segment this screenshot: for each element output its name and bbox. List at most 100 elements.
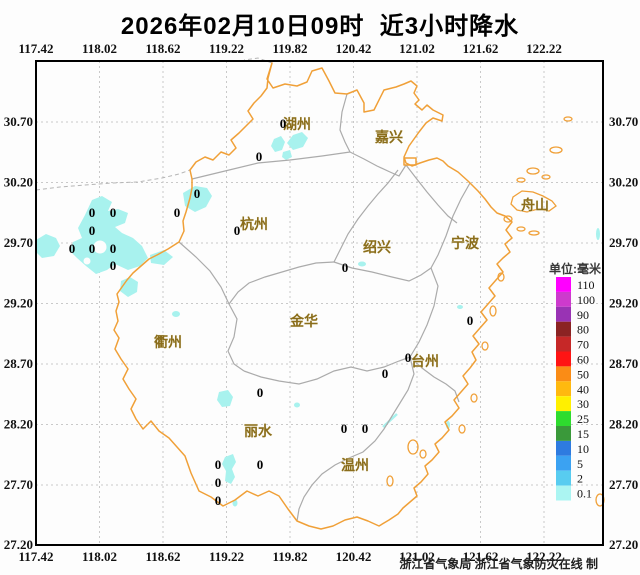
y-tick-label: 30.20 xyxy=(4,175,33,190)
station-value: 0 xyxy=(69,241,76,256)
y-tick-label: 28.20 xyxy=(4,417,33,432)
y-tick-label: 28.70 xyxy=(609,356,638,371)
station-value: 0 xyxy=(110,258,117,273)
station-value: 0 xyxy=(342,260,349,275)
x-tick-label: 120.42 xyxy=(336,549,372,564)
neighbor-borders xyxy=(35,57,273,191)
y-tick-label: 30.70 xyxy=(609,114,638,129)
island-outlines xyxy=(386,116,605,507)
legend-swatch xyxy=(556,336,571,352)
x-tick-label: 119.22 xyxy=(209,549,244,564)
x-tick-label: 118.02 xyxy=(82,549,117,564)
map-frame xyxy=(35,60,604,546)
legend-swatch xyxy=(556,470,571,486)
city-label: 温州 xyxy=(341,457,369,473)
legend-swatch xyxy=(556,426,571,441)
city-boundaries xyxy=(178,93,471,522)
station-value: 0 xyxy=(257,457,264,472)
city-labels: 湖州 嘉兴 杭州 绍兴 宁波 舟山 金华 衢州 台州 丽水 温州 xyxy=(154,116,550,474)
city-label: 宁波 xyxy=(451,235,480,251)
x-tick-label: 122.22 xyxy=(526,549,562,564)
x-tick-label: 117.42 xyxy=(18,549,53,564)
city-label: 舟山 xyxy=(521,197,549,213)
station-value: 0 xyxy=(174,205,181,220)
station-value: 0 xyxy=(382,366,389,381)
x-tick-label: 121.02 xyxy=(399,549,435,564)
legend-value: 10 xyxy=(577,442,589,456)
page-title: 2026年02月10日09时 近3小时降水 xyxy=(120,13,520,40)
y-tick-label: 29.70 xyxy=(4,235,33,250)
station-value: 0 xyxy=(234,223,241,238)
color-legend: 单位:毫米 110 100 90 80 70 60 50 40 30 xyxy=(549,261,602,501)
station-value: 0 xyxy=(362,421,369,436)
station-value: 0 xyxy=(405,350,412,365)
station-value: 0 xyxy=(110,205,117,220)
x-axis-top: 117.42 118.02 118.62 119.22 119.82 120.4… xyxy=(18,41,561,56)
station-value: 0 xyxy=(194,186,201,201)
precip-patches xyxy=(36,132,600,507)
legend-swatch xyxy=(556,277,571,292)
legend-value: 40 xyxy=(577,382,589,396)
x-tick-label: 121.02 xyxy=(399,41,435,56)
legend-value: 5 xyxy=(577,457,583,471)
station-value: 0 xyxy=(256,149,263,164)
legend-swatch xyxy=(556,440,571,456)
y-tick-label: 27.20 xyxy=(609,537,638,552)
legend-unit-label: 单位:毫米 xyxy=(549,261,602,276)
station-value: 0 xyxy=(89,205,96,220)
station-value: 0 xyxy=(89,223,96,238)
legend-value: 110 xyxy=(577,278,595,292)
city-label: 绍兴 xyxy=(363,239,391,255)
x-tick-label: 120.42 xyxy=(336,41,372,56)
city-label: 台州 xyxy=(411,353,439,369)
legend-value: 2 xyxy=(577,472,583,486)
province-boundary xyxy=(113,62,513,530)
y-tick-label: 28.70 xyxy=(4,356,33,371)
y-tick-label: 29.20 xyxy=(609,296,638,311)
city-label: 杭州 xyxy=(240,216,268,232)
legend-swatch xyxy=(556,306,571,322)
city-label: 衢州 xyxy=(154,334,182,350)
y-tick-label: 27.70 xyxy=(4,477,33,492)
legend-swatch xyxy=(556,396,571,412)
x-tick-label: 119.82 xyxy=(272,41,307,56)
x-tick-label: 121.62 xyxy=(463,549,499,564)
city-label: 丽水 xyxy=(244,423,273,439)
y-axis-left: 30.70 30.20 29.70 29.20 28.70 28.20 27.7… xyxy=(4,114,33,552)
legend-swatch xyxy=(556,366,571,382)
station-value: 0 xyxy=(215,475,222,490)
station-value: 0 xyxy=(280,116,287,131)
x-tick-label: 121.62 xyxy=(463,41,499,56)
x-tick-label: 117.42 xyxy=(18,41,53,56)
legend-value: 25 xyxy=(577,412,589,426)
legend-value: 60 xyxy=(577,353,589,367)
legend-value: 80 xyxy=(577,323,589,337)
y-tick-label: 29.70 xyxy=(609,235,638,250)
precip-patch-holes xyxy=(83,240,107,265)
city-label: 嘉兴 xyxy=(374,129,403,145)
legend-value: 90 xyxy=(577,308,589,322)
legend-value: 15 xyxy=(577,427,589,441)
legend-value: 0.1 xyxy=(577,487,592,501)
station-value: 0 xyxy=(467,313,474,328)
station-values: 0 0 0 0 0 0 0 0 0 0 0 0 0 0 0 0 0 0 0 0 … xyxy=(69,116,474,508)
station-value: 0 xyxy=(215,493,222,508)
legend-swatch xyxy=(556,411,571,426)
city-label: 金华 xyxy=(289,313,318,329)
x-tick-label: 118.62 xyxy=(145,549,180,564)
y-axis-right: 30.70 30.20 29.70 29.20 28.70 28.20 27.7… xyxy=(609,114,638,552)
x-tick-label: 122.22 xyxy=(526,41,562,56)
x-tick-label: 118.02 xyxy=(82,41,117,56)
source-attribution: 浙江省气象局 浙江省气象防灾在线 制 xyxy=(399,557,598,571)
station-value: 0 xyxy=(257,385,264,400)
legend-swatch xyxy=(556,291,571,307)
legend-value: 30 xyxy=(577,397,589,411)
station-value: 0 xyxy=(341,421,348,436)
city-label: 湖州 xyxy=(283,116,311,132)
legend-swatch xyxy=(556,455,571,471)
legend-value: 100 xyxy=(577,293,595,307)
station-value: 0 xyxy=(110,241,117,256)
x-tick-label: 118.62 xyxy=(145,41,180,56)
